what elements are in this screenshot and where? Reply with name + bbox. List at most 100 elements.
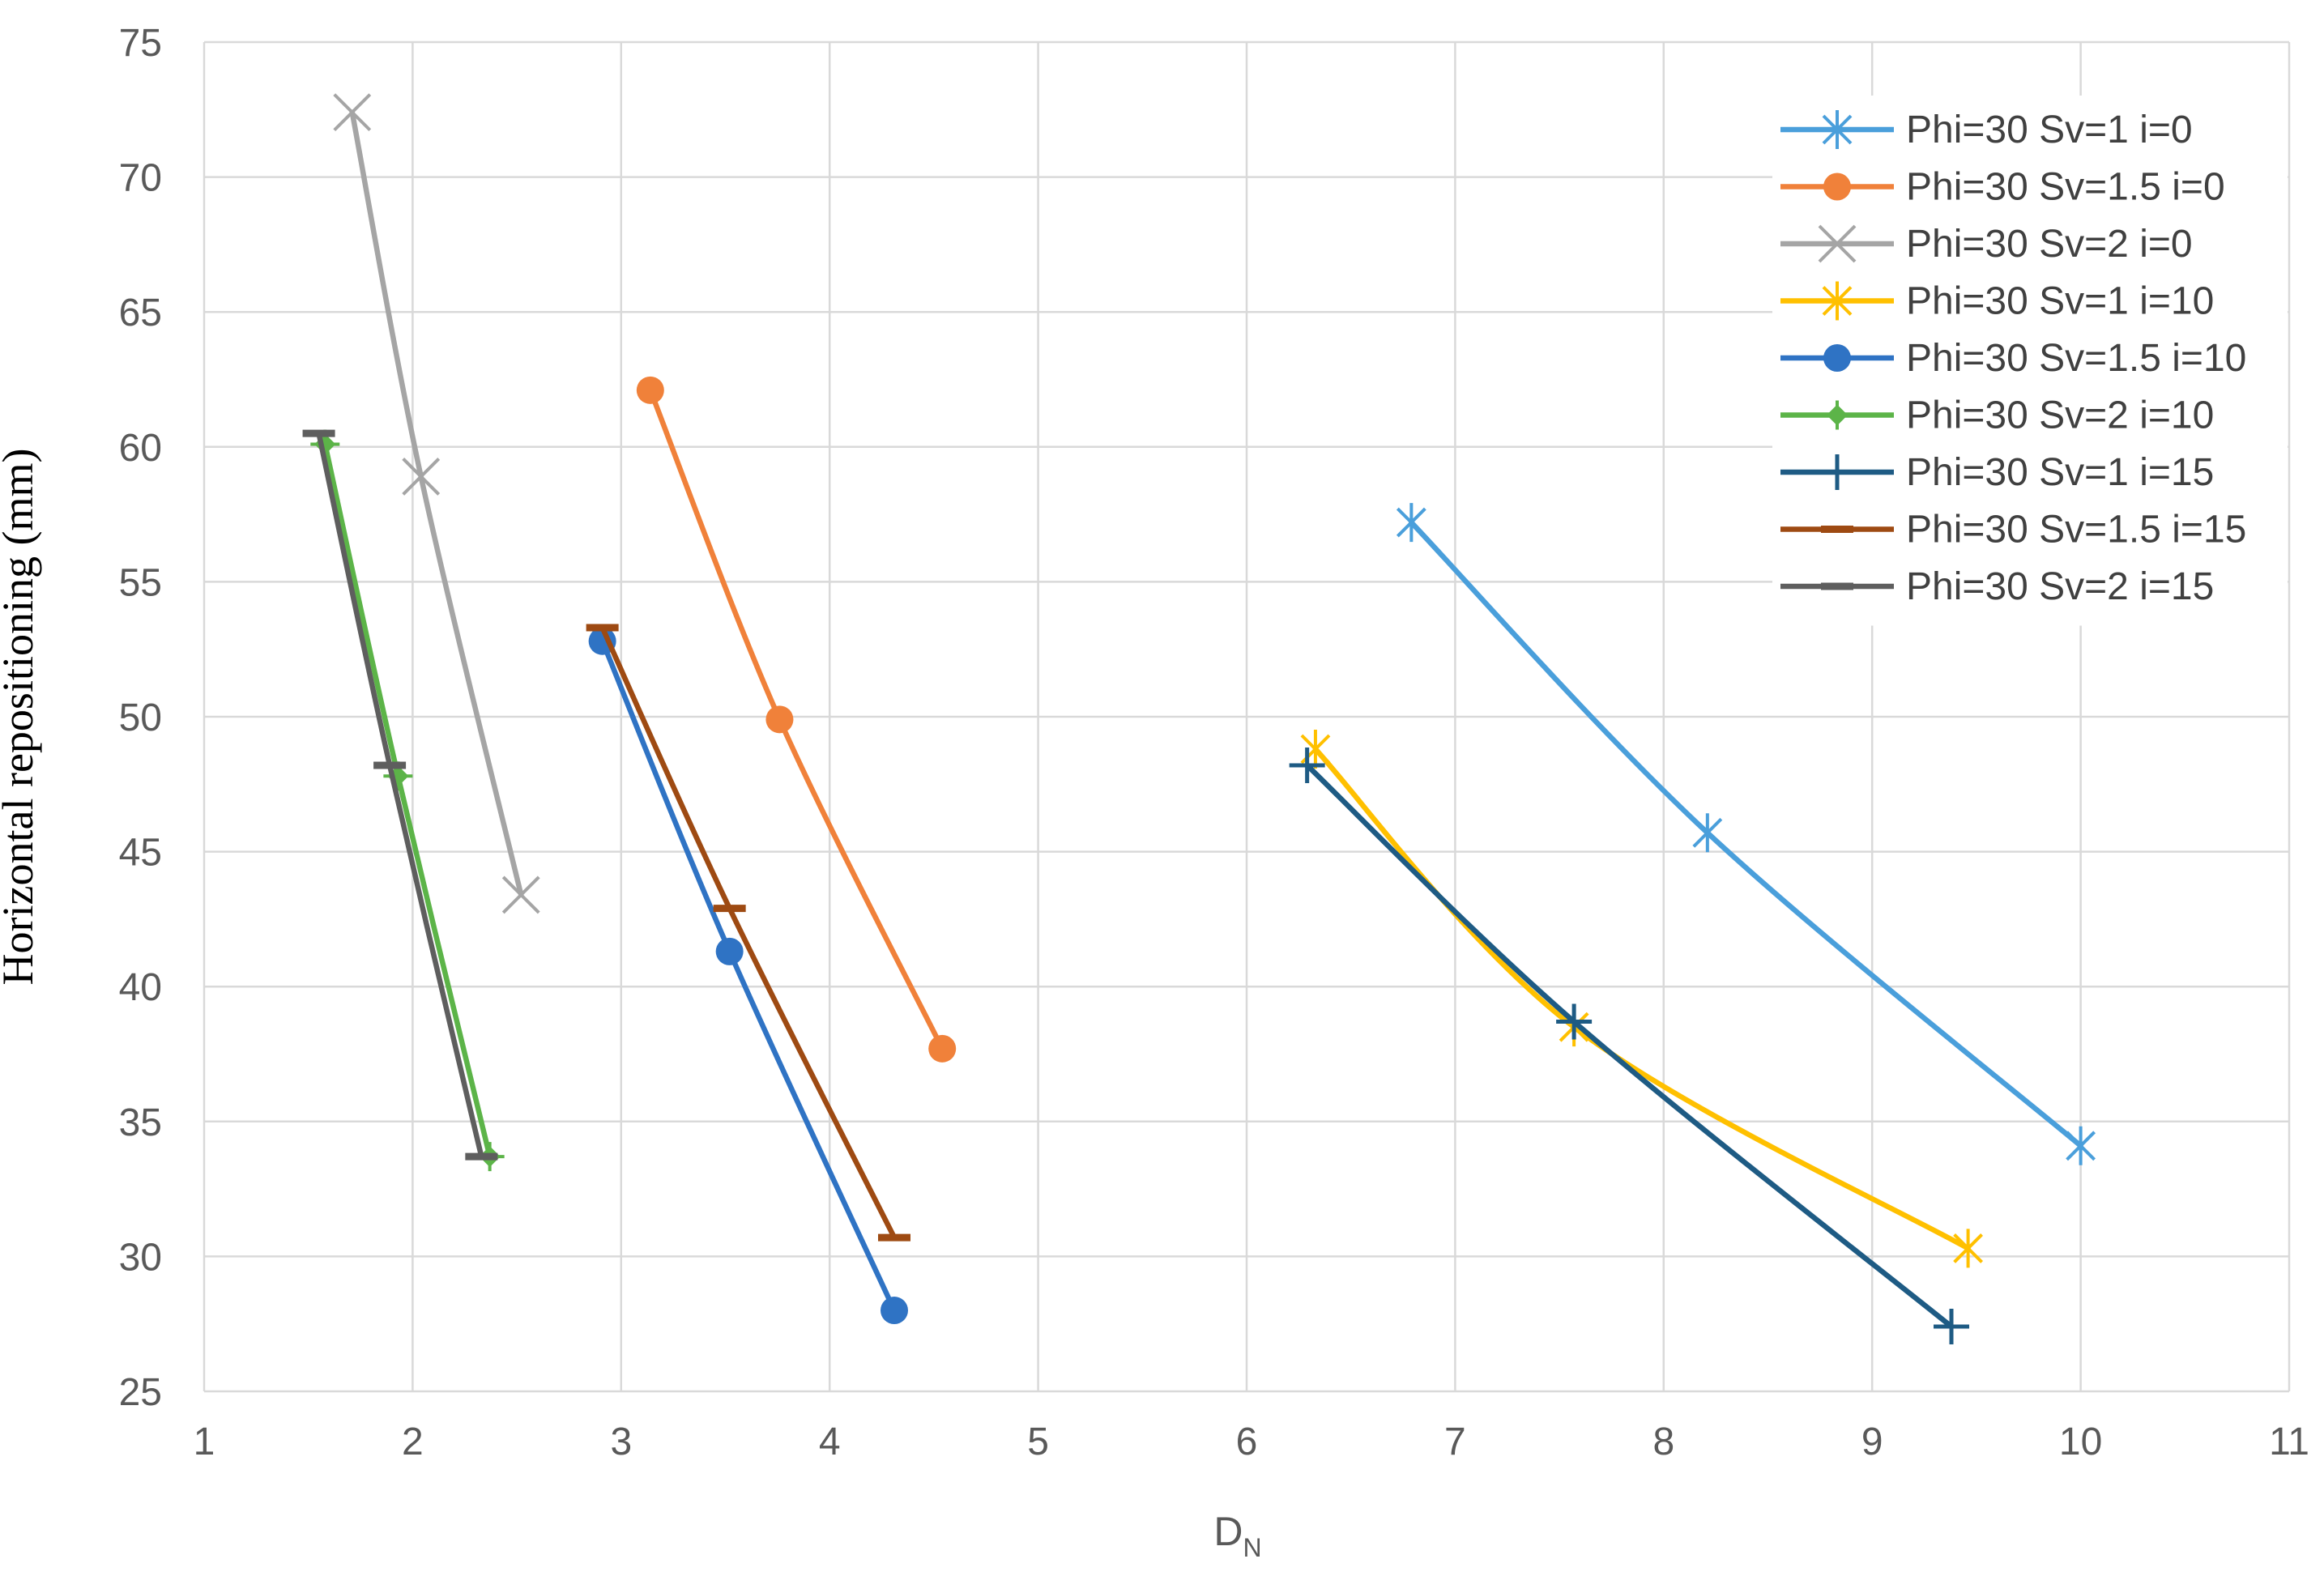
data-point xyxy=(501,875,540,914)
y-tick-label: 30 xyxy=(119,1236,162,1279)
marker-shape xyxy=(1823,344,1851,372)
marker-shape xyxy=(1823,173,1851,201)
data-point xyxy=(880,1297,908,1325)
x-tick-label: 11 xyxy=(2269,1421,2309,1463)
legend-marker xyxy=(1822,281,1853,321)
data-point xyxy=(1934,1309,1970,1345)
marker-shape xyxy=(1823,400,1852,430)
data-point xyxy=(1692,813,1723,853)
legend-entry: Phi=30 Sv=1.5 i=0 xyxy=(1780,166,2225,209)
legend-entry: Phi=30 Sv=2 i=10 xyxy=(1780,394,2214,437)
legend-marker xyxy=(1823,400,1852,430)
data-point xyxy=(715,937,744,965)
x-tick-label: 2 xyxy=(402,1421,424,1463)
legend-label: Phi=30 Sv=1.5 i=10 xyxy=(1906,337,2246,380)
marker-shape xyxy=(636,376,664,404)
marker-shape xyxy=(2066,1126,2096,1165)
y-tick-label: 40 xyxy=(119,966,162,1009)
legend-entry: Phi=30 Sv=1 i=15 xyxy=(1780,451,2214,494)
legend-label: Phi=30 Sv=1 i=15 xyxy=(1906,451,2214,494)
marker-shape xyxy=(1822,281,1853,321)
legend-marker xyxy=(1818,224,1857,263)
legend-entry: Phi=30 Sv=1.5 i=10 xyxy=(1780,337,2246,380)
series-1 xyxy=(1396,503,2096,1165)
x-axis-label: DN xyxy=(1213,1509,1261,1562)
y-tick-label: 60 xyxy=(119,427,162,470)
y-tick-label: 35 xyxy=(119,1101,162,1144)
data-point xyxy=(928,1034,957,1063)
marker-shape xyxy=(928,1034,957,1063)
series-line xyxy=(1312,746,1971,1251)
marker-shape xyxy=(1556,1003,1593,1040)
x-axis-label-subscript: N xyxy=(1243,1533,1262,1562)
marker-shape xyxy=(501,875,540,914)
data-point xyxy=(333,93,372,132)
data-point xyxy=(402,458,441,496)
y-tick-label: 65 xyxy=(119,292,162,334)
legend-entry: Phi=30 Sv=1 i=10 xyxy=(1780,280,2214,323)
y-tick-label: 50 xyxy=(119,696,162,739)
grid xyxy=(203,40,2291,1393)
series-3 xyxy=(333,93,540,914)
series-8 xyxy=(586,624,910,1242)
marker-shape xyxy=(880,1297,908,1325)
legend-label: Phi=30 Sv=2 i=0 xyxy=(1906,223,2193,266)
marker-shape xyxy=(402,458,441,496)
y-tick-label: 45 xyxy=(119,832,162,875)
x-tick-label: 3 xyxy=(610,1421,632,1463)
series-line xyxy=(599,638,898,1314)
x-tick-label: 8 xyxy=(1652,1421,1674,1463)
data-point xyxy=(1289,747,1325,783)
marker-shape xyxy=(1818,224,1857,263)
marker-shape xyxy=(1289,747,1325,783)
legend-entry: Phi=30 Sv=2 i=15 xyxy=(1780,565,2214,608)
legend-label: Phi=30 Sv=2 i=15 xyxy=(1906,565,2214,608)
marker-shape xyxy=(333,93,372,132)
x-axis-label-main: D xyxy=(1213,1509,1243,1554)
y-tick-label: 75 xyxy=(119,22,162,65)
legend-label: Phi=30 Sv=1.5 i=0 xyxy=(1906,166,2225,209)
marker-shape xyxy=(1934,1309,1970,1345)
legend-label: Phi=30 Sv=2 i=10 xyxy=(1906,394,2214,437)
x-tick-label: 7 xyxy=(1444,1421,1466,1463)
marker-shape xyxy=(765,705,794,734)
y-tick-label: 25 xyxy=(119,1371,162,1414)
series-7 xyxy=(1289,747,1970,1345)
legend-entry: Phi=30 Sv=1.5 i=15 xyxy=(1780,509,2246,552)
data-point xyxy=(1396,503,1426,543)
data-point xyxy=(765,705,794,734)
data-point xyxy=(1556,1003,1593,1040)
series-line xyxy=(349,109,524,898)
marker-shape xyxy=(1953,1229,1984,1268)
data-point xyxy=(1953,1229,1984,1268)
series-5 xyxy=(588,627,908,1325)
x-tick-label: 9 xyxy=(1861,1421,1883,1463)
series-line xyxy=(647,387,945,1052)
plot-series xyxy=(302,93,2096,1345)
series-9 xyxy=(302,429,498,1161)
marker-shape xyxy=(1692,813,1723,853)
marker-shape xyxy=(1819,454,1855,490)
legend-label: Phi=30 Sv=1 i=0 xyxy=(1906,109,2193,151)
marker-shape xyxy=(715,937,744,965)
y-tick-label: 55 xyxy=(119,561,162,604)
y-tick-label: 70 xyxy=(119,157,162,200)
x-tick-label: 4 xyxy=(819,1421,841,1463)
legend-marker xyxy=(1822,110,1853,149)
marker-shape xyxy=(1396,503,1426,543)
series-line xyxy=(1304,762,1955,1330)
series-2 xyxy=(636,376,957,1063)
legend-label: Phi=30 Sv=1 i=10 xyxy=(1906,280,2214,323)
marker-shape xyxy=(1822,110,1853,149)
legend-entry: Phi=30 Sv=2 i=0 xyxy=(1780,223,2193,266)
x-tick-label: 1 xyxy=(194,1421,215,1463)
x-tick-label: 6 xyxy=(1236,1421,1258,1463)
data-point xyxy=(636,376,664,404)
legend: Phi=30 Sv=1 i=0 Phi=30 Sv=1.5 i=0 Phi=30 S… xyxy=(1772,96,2288,626)
series-line xyxy=(599,624,898,1241)
legend-entry: Phi=30 Sv=1 i=0 xyxy=(1780,109,2193,151)
data-point xyxy=(2066,1126,2096,1165)
